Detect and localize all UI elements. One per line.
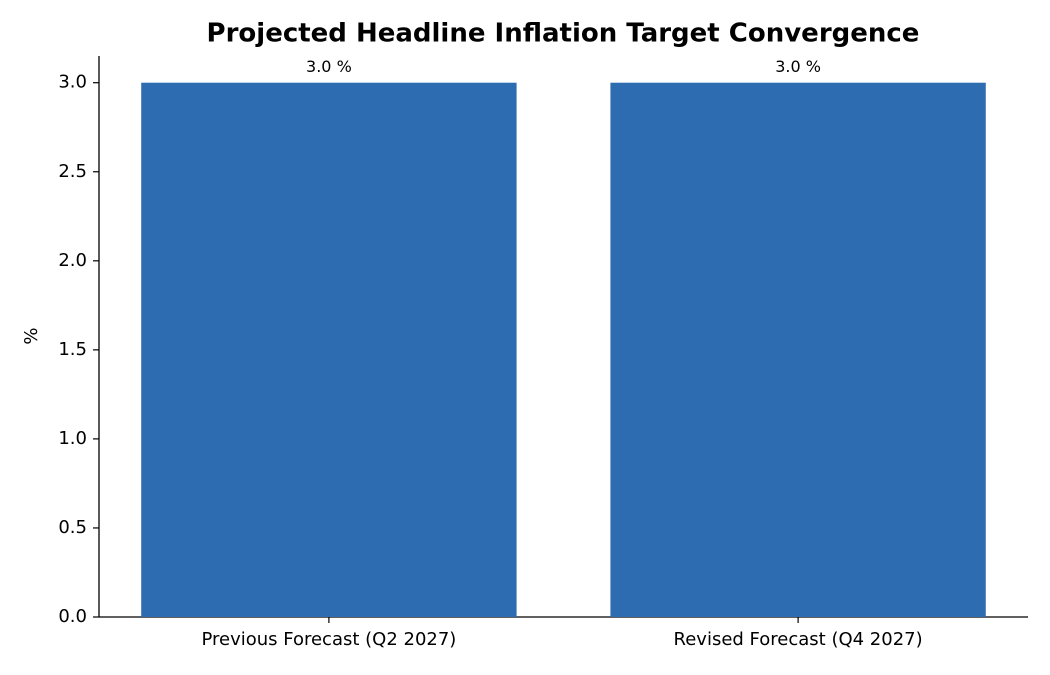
y-tick-label: 1.0 bbox=[58, 428, 87, 449]
y-tick-label: 1.5 bbox=[58, 339, 87, 360]
y-axis-label: % bbox=[21, 327, 42, 344]
chart-title: Projected Headline Inflation Target Conv… bbox=[207, 19, 920, 49]
y-tick-label: 0.0 bbox=[58, 606, 87, 627]
x-tick-label: Revised Forecast (Q4 2027) bbox=[674, 629, 923, 650]
y-tick-label: 2.5 bbox=[58, 161, 87, 182]
y-tick-label: 0.5 bbox=[58, 517, 87, 538]
bar bbox=[610, 82, 986, 617]
y-tick-label: 3.0 bbox=[58, 72, 87, 93]
y-tick-label: 2.0 bbox=[58, 250, 87, 271]
bar bbox=[141, 82, 517, 617]
value-label: 3.0 % bbox=[306, 57, 352, 76]
value-label: 3.0 % bbox=[775, 57, 821, 76]
x-tick-label: Previous Forecast (Q2 2027) bbox=[201, 629, 456, 650]
